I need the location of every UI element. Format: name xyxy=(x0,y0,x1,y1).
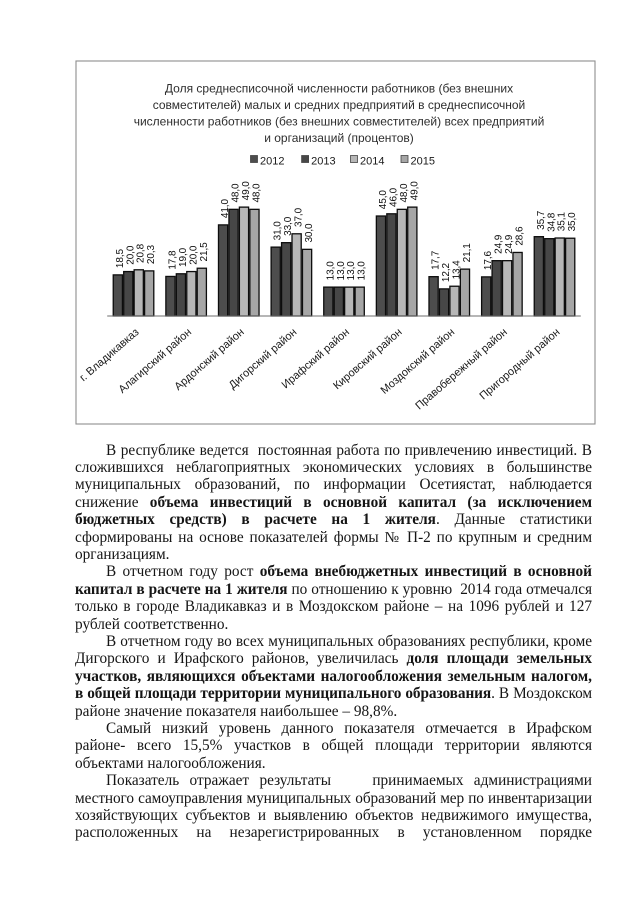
svg-text:37,0: 37,0 xyxy=(294,207,305,227)
svg-text:21,1: 21,1 xyxy=(462,243,473,263)
svg-text:2014: 2014 xyxy=(360,156,384,168)
svg-text:17,6: 17,6 xyxy=(483,250,494,270)
svg-text:совместителей) малых и средних: совместителей) малых и средних предприят… xyxy=(153,98,525,112)
svg-text:33,0: 33,0 xyxy=(283,216,294,236)
svg-text:48,0: 48,0 xyxy=(251,183,262,203)
svg-text:30,0: 30,0 xyxy=(304,223,315,243)
svg-text:18,5: 18,5 xyxy=(115,248,126,268)
svg-text:20,3: 20,3 xyxy=(146,244,157,264)
svg-text:48,0: 48,0 xyxy=(231,183,242,203)
svg-text:34,8: 34,8 xyxy=(546,212,557,232)
svg-text:20,0: 20,0 xyxy=(188,245,199,265)
svg-text:45,0: 45,0 xyxy=(378,190,389,210)
svg-text:31,0: 31,0 xyxy=(273,221,284,241)
svg-text:24,9: 24,9 xyxy=(494,234,505,254)
svg-text:20,0: 20,0 xyxy=(125,245,136,265)
svg-text:19,0: 19,0 xyxy=(178,247,189,267)
svg-text:24,9: 24,9 xyxy=(504,234,515,254)
svg-text:46,0: 46,0 xyxy=(388,187,399,207)
svg-text:17,7: 17,7 xyxy=(431,250,442,270)
svg-text:35,1: 35,1 xyxy=(557,212,568,232)
svg-text:20,8: 20,8 xyxy=(136,243,147,263)
svg-text:12,2: 12,2 xyxy=(441,262,452,282)
svg-text:17,8: 17,8 xyxy=(167,250,178,270)
svg-text:48,0: 48,0 xyxy=(399,183,410,203)
svg-text:Доля среднесписочной численнос: Доля среднесписочной численности работни… xyxy=(165,81,513,95)
svg-text:13,0: 13,0 xyxy=(346,261,357,281)
svg-text:численности работников (без вн: численности работников (без внешних совм… xyxy=(134,114,545,128)
svg-text:13,0: 13,0 xyxy=(357,261,368,281)
svg-text:28,6: 28,6 xyxy=(515,226,526,246)
svg-text:41,0: 41,0 xyxy=(220,198,231,218)
svg-text:35,7: 35,7 xyxy=(536,210,547,230)
svg-text:2015: 2015 xyxy=(411,156,435,168)
svg-text:35,0: 35,0 xyxy=(567,212,578,232)
svg-text:2013: 2013 xyxy=(311,156,335,168)
svg-text:2012: 2012 xyxy=(260,156,284,168)
svg-text:21,5: 21,5 xyxy=(199,242,210,262)
svg-text:13,0: 13,0 xyxy=(325,261,336,281)
svg-text:13,0: 13,0 xyxy=(336,261,347,281)
svg-text:49,0: 49,0 xyxy=(409,181,420,201)
svg-text:и организаций (процентов): и организаций (процентов) xyxy=(264,131,414,145)
svg-text:13,4: 13,4 xyxy=(451,260,462,280)
svg-text:49,0: 49,0 xyxy=(241,181,252,201)
